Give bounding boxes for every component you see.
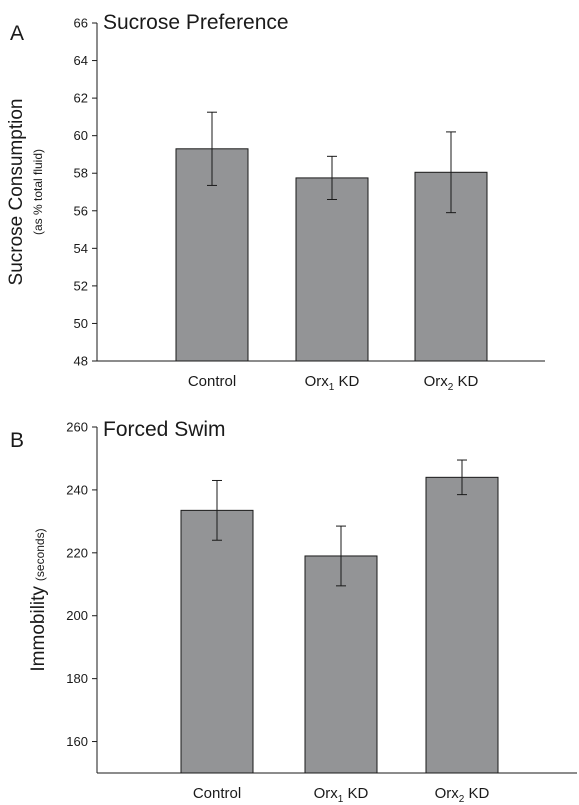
category-label-base: Control [193, 785, 241, 802]
error-bar [327, 155, 337, 201]
y-axis-label: Sucrose Consumption [6, 99, 27, 286]
error-bar [457, 459, 467, 496]
y-axis-sublabel: (seconds) [33, 528, 47, 581]
chart-title: Sucrose Preference [103, 11, 289, 34]
category-label: Control [188, 373, 236, 390]
category-label-subscript: 1 [329, 382, 335, 393]
y-tick-label: 260 [66, 420, 88, 435]
y-axis-label-main: Immobility [28, 586, 49, 672]
y-axis-label: Immobility (seconds) [28, 528, 49, 671]
category-label: Orx1 KD [305, 373, 360, 393]
y-tick-label: 240 [66, 482, 88, 497]
y-tick-label: 50 [74, 316, 88, 331]
category-label-base: Orx [314, 785, 339, 802]
y-tick-label: 48 [74, 354, 88, 369]
y-tick-label: 64 [74, 53, 88, 68]
category-label-subscript: 1 [338, 794, 344, 805]
category-label: Control [193, 785, 241, 802]
bar-control [180, 509, 254, 774]
y-tick-label: 180 [66, 671, 88, 686]
bar-orx1 [295, 177, 369, 362]
y-tick-label: 52 [74, 278, 88, 293]
bar-orx1 [304, 555, 378, 774]
y-tick-label: 60 [74, 128, 88, 143]
error-bar [207, 111, 217, 186]
y-axis-sublabel: (as % total fluid) [31, 149, 45, 235]
bar-orx2 [425, 476, 499, 774]
panel-letter: A [10, 22, 24, 45]
y-tick-label: 200 [66, 608, 88, 623]
y-tick-label: 58 [74, 166, 88, 181]
category-label-base: Orx [424, 373, 449, 390]
y-tick-label: 54 [74, 241, 88, 256]
category-label-base: Orx [305, 373, 330, 390]
error-bar [446, 131, 456, 214]
y-tick-label: 62 [74, 91, 88, 106]
category-label: Orx1 KD [314, 785, 369, 805]
error-bar [336, 525, 346, 587]
category-label-subscript: 2 [448, 382, 454, 393]
y-tick-label: 66 [74, 16, 88, 31]
y-tick-label: 220 [66, 545, 88, 560]
category-label-suffix: KD [464, 785, 489, 802]
y-tick-label: 56 [74, 203, 88, 218]
y-tick-label: 160 [66, 734, 88, 749]
category-label-base: Control [188, 373, 236, 390]
chart-title: Forced Swim [103, 418, 226, 441]
category-label-suffix: KD [343, 785, 368, 802]
category-label-base: Orx [435, 785, 460, 802]
category-label: Orx2 KD [435, 785, 490, 805]
category-label-subscript: 2 [459, 794, 465, 805]
panel-letter: B [10, 429, 24, 452]
category-label-suffix: KD [453, 373, 478, 390]
category-label: Orx2 KD [424, 373, 479, 393]
category-label-suffix: KD [334, 373, 359, 390]
error-bar [212, 479, 222, 541]
